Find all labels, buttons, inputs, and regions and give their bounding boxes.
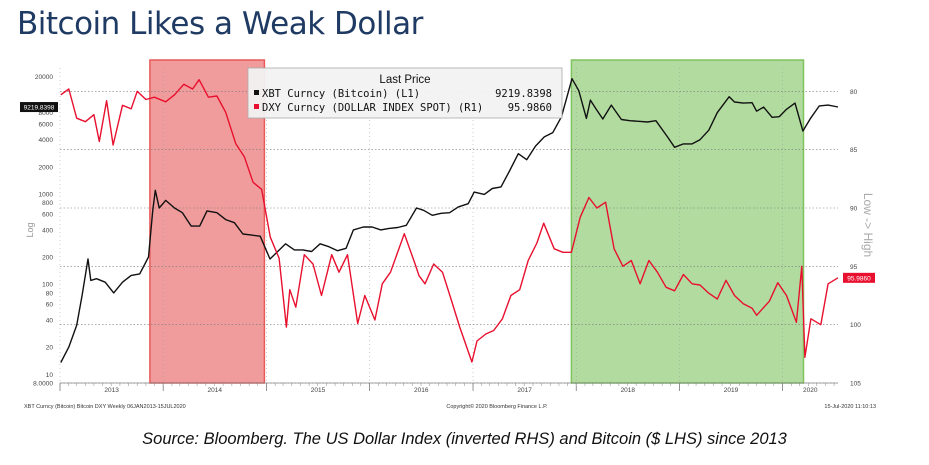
shaded-region-2 bbox=[570, 59, 805, 384]
legend: Last Price XBT Curncy (Bitcoin) (L1) 9219.… bbox=[247, 67, 563, 119]
right-tick-85: 85 bbox=[850, 147, 858, 154]
legend-series-value-2: 95.9860 bbox=[508, 102, 552, 114]
left-tick-400: 400 bbox=[42, 227, 53, 234]
x-tick-2017: 2017 bbox=[517, 387, 532, 394]
x-tick-2018: 2018 bbox=[621, 387, 636, 394]
left-tick-20000: 20000 bbox=[35, 74, 53, 81]
headline: Bitcoin Likes a Weak Dollar bbox=[17, 6, 423, 42]
right-tick-90: 90 bbox=[850, 206, 858, 213]
x-tick-2015: 2015 bbox=[311, 387, 326, 394]
legend-title: Last Price bbox=[379, 74, 430, 86]
left-tick-1000: 1000 bbox=[39, 192, 54, 199]
series-line-bitcoin bbox=[60, 78, 839, 363]
left-tick-6000: 6000 bbox=[39, 121, 54, 128]
x-tick-2014: 2014 bbox=[208, 387, 223, 394]
legend-series-name-1: XBT Curncy (Bitcoin) (L1) bbox=[262, 88, 420, 100]
left-tick-60: 60 bbox=[46, 302, 54, 309]
legend-box bbox=[247, 67, 563, 119]
right-tick-95: 95 bbox=[850, 264, 858, 271]
left-tick-4000: 4000 bbox=[39, 137, 54, 144]
left-tick-20: 20 bbox=[46, 345, 54, 352]
left-tick-600: 600 bbox=[42, 211, 53, 218]
legend-series-value-1: 9219.8398 bbox=[495, 88, 552, 100]
y-axis-label-right: Low -> High bbox=[861, 193, 875, 257]
right-tick-80: 80 bbox=[850, 89, 858, 96]
shaded-region-1 bbox=[149, 59, 266, 384]
legend-swatch-2 bbox=[254, 104, 259, 109]
right-marker-label: 95.9860 bbox=[847, 275, 871, 282]
footer-center: Copyright© 2020 Bloomberg Finance L.P. bbox=[446, 403, 548, 410]
left-tick-800: 800 bbox=[42, 200, 53, 207]
right-axis: 80 85 90 95 100 105 bbox=[850, 89, 861, 388]
left-tick-8000: 8000 bbox=[39, 110, 54, 117]
x-axis: 2013 2014 2015 2016 2017 2018 2019 2020 bbox=[59, 383, 835, 394]
x-tick-2020: 2020 bbox=[803, 387, 818, 394]
right-marker-box bbox=[843, 272, 875, 283]
left-marker-label: 9219.8398 bbox=[24, 105, 55, 112]
series-line-dxy bbox=[60, 79, 839, 363]
y-axis-label-left: Log bbox=[25, 222, 35, 237]
value-markers: 9219.8398 95.9860 bbox=[20, 102, 875, 283]
chart-footer: XBT Curncy (Bitcoin) Bitcoin DXY Weekly … bbox=[24, 403, 876, 410]
caption: Source: Bloomberg. The US Dollar Index (… bbox=[142, 430, 787, 448]
left-tick-80: 80 bbox=[46, 290, 54, 297]
x-tick-2019: 2019 bbox=[724, 387, 739, 394]
footer-right: 15-Jul-2020 11:10:13 bbox=[824, 404, 876, 410]
left-tick-2000: 2000 bbox=[39, 164, 54, 171]
footer-left: XBT Curncy (Bitcoin) Bitcoin DXY Weekly … bbox=[24, 404, 186, 410]
left-tick-200: 200 bbox=[42, 255, 53, 262]
axis-labels: Log Low -> High bbox=[25, 193, 875, 257]
x-tick-2013: 2013 bbox=[104, 387, 119, 394]
series-lines bbox=[60, 78, 839, 363]
right-tick-105: 105 bbox=[850, 381, 861, 388]
shaded-regions bbox=[149, 59, 805, 384]
right-tick-100: 100 bbox=[850, 322, 861, 329]
left-marker-box bbox=[20, 102, 58, 113]
left-tick-40: 40 bbox=[46, 318, 54, 325]
left-tick-8-0000: 8.0000 bbox=[33, 381, 53, 388]
legend-series-name-2: DXY Curncy (DOLLAR INDEX SPOT) (R1) bbox=[262, 102, 483, 114]
x-tick-2016: 2016 bbox=[414, 387, 429, 394]
left-tick-10: 10 bbox=[46, 372, 54, 379]
left-axis: 2000010000800060004000200010008006004002… bbox=[33, 74, 53, 387]
left-tick-100: 100 bbox=[42, 282, 53, 289]
chart: 2013 2014 2015 2016 2017 2018 2019 2020 20000 10… bbox=[20, 59, 876, 410]
legend-swatch-1 bbox=[254, 90, 259, 95]
